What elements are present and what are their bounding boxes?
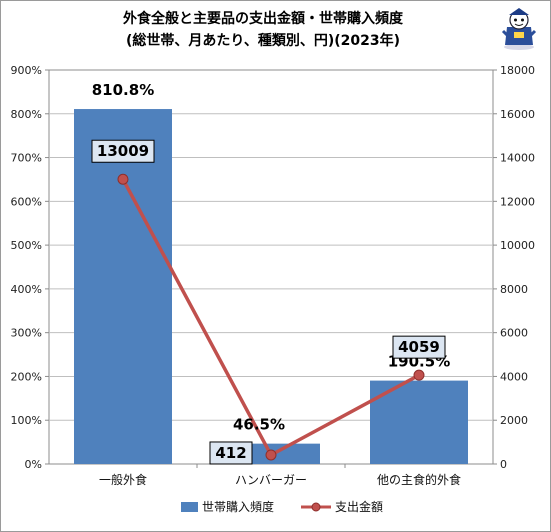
category-label: 他の主食的外食: [377, 472, 461, 487]
category-label: 一般外食: [99, 472, 147, 487]
left-axis: 0% 100% 200% 300% 400% 500% 600% 700% 800% 900%: [11, 64, 49, 471]
left-tick-label: 700%: [11, 152, 42, 165]
legend-line-marker: [311, 502, 321, 512]
right-tick-label: 4000: [500, 370, 528, 383]
left-tick-label: 200%: [11, 370, 42, 383]
left-tick-label: 400%: [11, 283, 42, 296]
right-tick-label: 8000: [500, 283, 528, 296]
right-tick-label: 10000: [500, 239, 535, 252]
left-tick-label: 500%: [11, 239, 42, 252]
line-series: [117, 173, 425, 461]
line-value-box: [209, 441, 253, 465]
right-axis: 0 2000 4000 6000 8000 10000 12000 14000 16000 180…: [493, 64, 535, 471]
left-tick-label: 100%: [11, 414, 42, 427]
chart-title: 外食全般と主要品の支出金額・世帯購入頻度: [123, 10, 404, 27]
left-tick-label: 300%: [11, 327, 42, 340]
right-tick-label: 12000: [500, 195, 535, 208]
line-value-box: [392, 335, 446, 359]
legend-line-label: 支出金額: [335, 499, 383, 514]
right-tick-label: 18000: [500, 64, 535, 77]
line-value-label: 13009: [97, 142, 149, 160]
line-marker: [117, 173, 129, 185]
legend-bar-swatch: [181, 502, 198, 512]
bar-value-label: 46.5%: [233, 416, 285, 434]
bar-value-label: 810.8%: [92, 81, 154, 99]
bar-series: [74, 109, 468, 464]
chart-subtitle: (総世帯、月あたり、種類別、円)(2023年): [126, 32, 400, 49]
right-tick-label: 2000: [500, 414, 528, 427]
right-tick-label: 6000: [500, 327, 528, 340]
right-tick-label: 0: [500, 458, 507, 471]
bar: [74, 109, 172, 464]
category-axis: 一般外食 ハンバーガー 他の主食的外食: [99, 464, 461, 487]
line-value-label: 4059: [398, 338, 440, 356]
left-tick-label: 800%: [11, 108, 42, 121]
legend: 世帯購入頻度 支出金額: [181, 499, 383, 514]
left-tick-label: 600%: [11, 195, 42, 208]
line-value-label: 412: [215, 444, 246, 462]
left-tick-label: 900%: [11, 64, 42, 77]
line-value-box: [91, 139, 155, 163]
category-label: ハンバーガー: [235, 473, 307, 487]
mascot-icon: [501, 8, 537, 50]
legend-bar-label: 世帯購入頻度: [202, 499, 274, 514]
right-tick-label: 16000: [500, 108, 535, 121]
right-tick-label: 14000: [500, 152, 535, 165]
line-marker: [413, 369, 425, 381]
line-marker: [265, 449, 277, 461]
left-tick-label: 0%: [25, 458, 42, 471]
